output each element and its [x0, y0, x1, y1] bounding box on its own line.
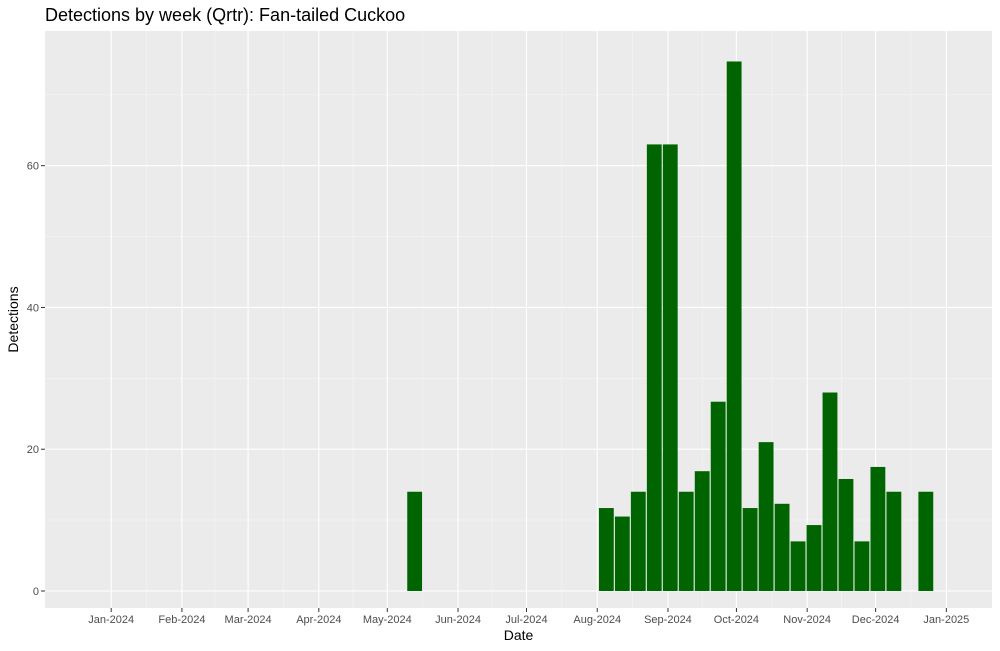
bar [407, 491, 423, 591]
x-tick-label: Apr-2024 [296, 614, 341, 626]
x-tick-label: Nov-2024 [783, 614, 831, 626]
y-tick-label: 0 [33, 586, 39, 598]
x-tick-label: Aug-2024 [573, 614, 621, 626]
x-tick-label: May-2024 [363, 614, 412, 626]
bar [918, 491, 934, 591]
y-axis-title: Detections [5, 286, 21, 352]
bar [854, 541, 870, 591]
x-tick-label: Feb-2024 [158, 614, 205, 626]
y-tick-label: 20 [27, 444, 39, 456]
bar [742, 508, 758, 591]
bar [710, 401, 726, 591]
bar [838, 478, 854, 591]
bar [630, 491, 646, 591]
x-tick-label: Jul-2024 [505, 614, 547, 626]
bar [822, 392, 838, 591]
y-tick-label: 60 [27, 161, 39, 173]
bar [678, 491, 694, 591]
x-tick-label: Jan-2024 [88, 614, 134, 626]
x-axis-title: Date [504, 627, 534, 643]
bar [662, 144, 678, 591]
bar [726, 61, 742, 591]
bar [694, 471, 710, 591]
bar [806, 525, 822, 591]
x-tick-label: Jun-2024 [435, 614, 481, 626]
bar [774, 503, 790, 591]
x-tick-label: Mar-2024 [225, 614, 272, 626]
bar [598, 508, 614, 591]
bar [758, 442, 774, 591]
bar [870, 466, 886, 591]
x-tick-label: Jan-2025 [923, 614, 969, 626]
bar [886, 491, 902, 591]
x-tick-label: Oct-2024 [714, 614, 759, 626]
x-tick-label: Sep-2024 [644, 614, 692, 626]
x-tick-label: Dec-2024 [852, 614, 900, 626]
chart-title: Detections by week (Qrtr): Fan-tailed Cu… [45, 5, 406, 25]
y-tick-label: 40 [27, 302, 39, 314]
bar [790, 541, 806, 591]
bar [646, 144, 662, 591]
bar [614, 516, 630, 591]
